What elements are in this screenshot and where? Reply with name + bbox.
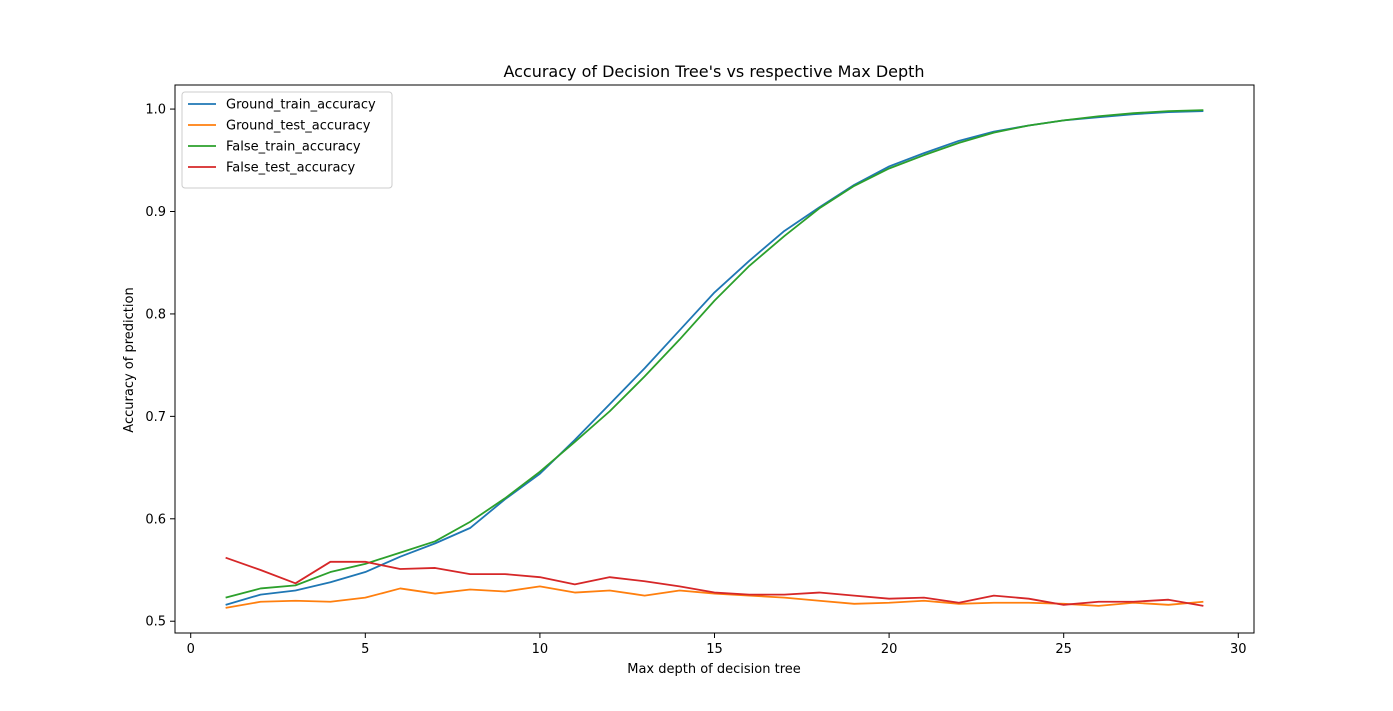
y-axis-label: Accuracy of prediction bbox=[122, 287, 137, 432]
series-line-false-train-accuracy bbox=[225, 109, 1204, 599]
x-tick-label: 15 bbox=[706, 642, 723, 657]
legend-entry-label: Ground_test_accuracy bbox=[226, 119, 371, 134]
series-line-false-test-accuracy bbox=[225, 556, 1204, 607]
x-tick-label: 10 bbox=[532, 642, 549, 657]
y-tick-label: 0.8 bbox=[145, 307, 166, 322]
x-tick-label: 0 bbox=[187, 642, 195, 657]
y-tick-label: 0.5 bbox=[145, 615, 166, 630]
y-tick-label: 0.6 bbox=[145, 512, 166, 527]
legend-entry-label: Ground_train_accuracy bbox=[226, 98, 376, 113]
legend-box bbox=[181, 91, 393, 189]
series-line-ground-test-accuracy bbox=[225, 585, 1204, 609]
x-axis-label: Max depth of decision tree bbox=[627, 662, 801, 677]
x-tick-label: 5 bbox=[361, 642, 369, 657]
legend: Ground_train_accuracy Ground_test_accurac… bbox=[181, 91, 393, 189]
chart-title: Accuracy of Decision Tree's vs respectiv… bbox=[503, 62, 924, 81]
legend-entry-label: False_test_accuracy bbox=[226, 161, 356, 176]
plot-area: 0 5 10 15 20 25 30 0.5 0.6 0.7 0.8 0.9 1.0 bbox=[145, 84, 1255, 657]
y-tick-label: 1.0 bbox=[145, 103, 166, 118]
x-tick-label: 20 bbox=[881, 642, 898, 657]
legend-entry-label: False_train_accuracy bbox=[226, 140, 361, 155]
y-tick-label: 0.7 bbox=[145, 410, 166, 425]
x-tick-label: 30 bbox=[1230, 642, 1247, 657]
y-tick-label: 0.9 bbox=[145, 205, 166, 220]
x-tick-label: 25 bbox=[1055, 642, 1072, 657]
